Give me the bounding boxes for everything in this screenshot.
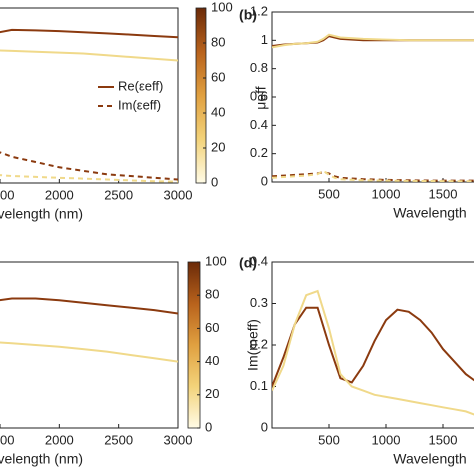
x-tick-label: 1500 xyxy=(0,187,14,202)
y-axis-label: Im(meff) xyxy=(245,319,261,371)
axes-box xyxy=(271,11,474,183)
x-tick-label: 2500 xyxy=(104,432,133,447)
series-line xyxy=(272,289,474,416)
y-tick-label: 0.6 xyxy=(250,88,268,103)
series-line xyxy=(272,306,474,387)
y-tick-label: 0.4 xyxy=(250,117,268,132)
x-tick-label: 2000 xyxy=(45,187,74,202)
colorbar-tick-label: 0 xyxy=(205,419,212,434)
series-line xyxy=(0,151,178,181)
colorbar-tick-label: 80 xyxy=(211,34,225,49)
panel-label: (d) xyxy=(239,255,257,271)
colorbar xyxy=(187,261,201,429)
axes-box xyxy=(0,261,179,429)
plot-area xyxy=(0,28,178,183)
y-tick-label: 0.2 xyxy=(250,145,268,160)
y-tick-label: 0 xyxy=(261,419,268,434)
y-tick-label: 0 xyxy=(261,173,268,188)
colorbar-tick-label: 40 xyxy=(211,104,225,119)
colorbar-tick-label: 40 xyxy=(205,353,219,368)
x-tick-label: 3000 xyxy=(164,432,193,447)
series-line xyxy=(0,49,178,62)
x-axis-label: Wavelength xyxy=(393,205,466,221)
y-tick-label: 0.2 xyxy=(250,336,268,351)
colorbar-tick-label: 80 xyxy=(205,287,219,302)
series-line xyxy=(0,28,178,39)
y-tick-label: 0.1 xyxy=(250,378,268,393)
y-tick-label: 0.3 xyxy=(250,295,268,310)
x-tick-label: 1000 xyxy=(372,186,401,201)
colorbar-tick-label: 60 xyxy=(205,320,219,335)
colorbar-tick-label: 100 xyxy=(211,0,233,14)
plot-area xyxy=(0,297,178,363)
x-tick-label: 1500 xyxy=(429,432,458,447)
colorbar-tick-label: 100 xyxy=(205,253,227,268)
x-tick-label: 500 xyxy=(318,186,340,201)
x-tick-label: 3000 xyxy=(164,187,193,202)
y-axis-label: μeff xyxy=(253,86,269,109)
legend-label: Re(εeff) xyxy=(118,78,163,93)
series-line xyxy=(0,174,178,183)
colorbar-tick-label: 20 xyxy=(205,386,219,401)
series-line xyxy=(272,33,474,49)
y-tick-label: 1.2 xyxy=(250,3,268,18)
x-axis-label: Wavelength (nm) xyxy=(0,451,83,467)
y-tick-label: 1 xyxy=(261,32,268,47)
x-tick-label: 1000 xyxy=(372,432,401,447)
x-tick-label: 500 xyxy=(318,432,340,447)
x-tick-label: 2000 xyxy=(45,432,74,447)
plot-area xyxy=(272,289,474,416)
series-line xyxy=(272,169,474,182)
legend-label: Im(εeff) xyxy=(118,97,161,112)
colorbar-tick-label: 20 xyxy=(211,139,225,154)
series-line xyxy=(0,341,178,363)
panel-label: (b) xyxy=(239,7,257,23)
colorbar-tick-label: 0 xyxy=(211,174,218,189)
y-tick-label: 0.4 xyxy=(250,253,268,268)
colorbar xyxy=(195,7,207,184)
x-tick-label: 1500 xyxy=(429,186,458,201)
axes-box xyxy=(0,7,179,184)
plot-area xyxy=(272,33,474,182)
x-tick-label: 1500 xyxy=(0,432,14,447)
x-tick-label: 2500 xyxy=(104,187,133,202)
y-tick-label: 0.8 xyxy=(250,60,268,75)
x-axis-label: Wavelength (nm) xyxy=(0,206,83,222)
colorbar-tick-label: 60 xyxy=(211,69,225,84)
series-line xyxy=(0,297,178,315)
x-axis-label: Wavelength xyxy=(393,451,466,467)
